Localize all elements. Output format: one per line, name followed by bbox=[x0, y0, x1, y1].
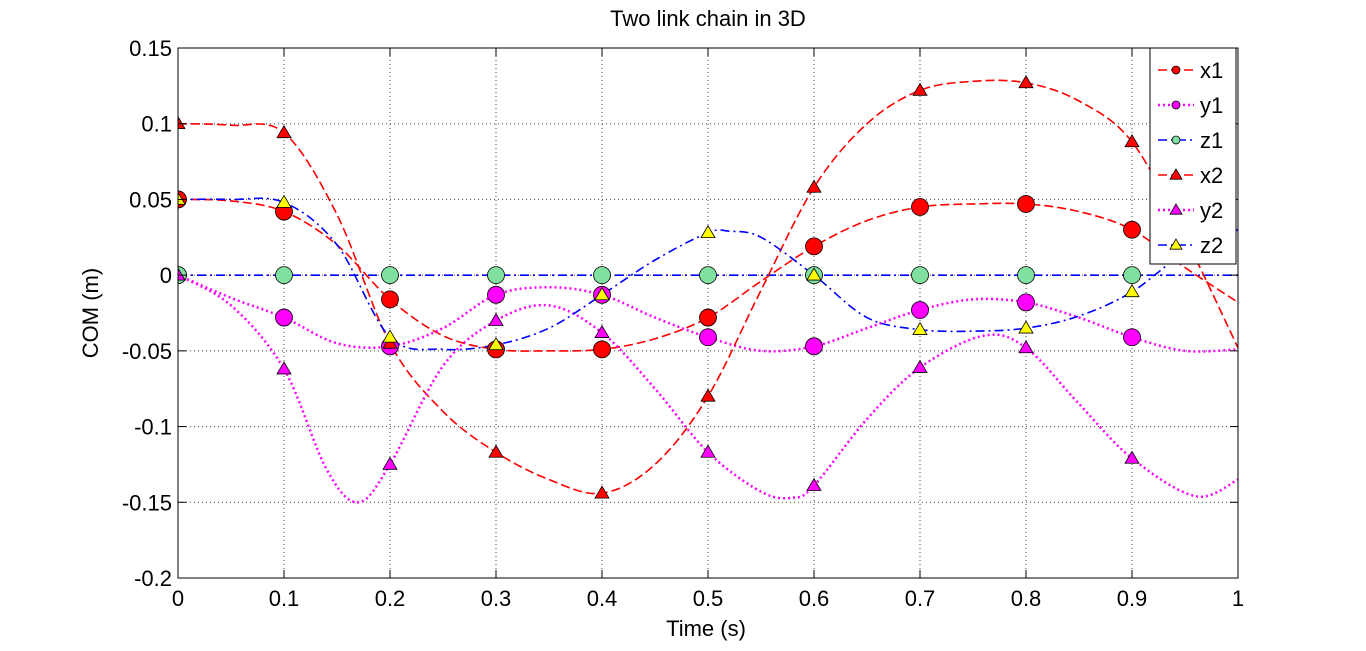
x-tick-label: 0.3 bbox=[481, 586, 512, 611]
data-point-z2 bbox=[1018, 320, 1034, 334]
x-tick-label: 0.6 bbox=[799, 586, 830, 611]
data-point-z2 bbox=[912, 321, 928, 335]
legend-label-y1: y1 bbox=[1200, 93, 1223, 118]
data-point-x1 bbox=[805, 237, 823, 256]
data-point-y2 bbox=[178, 267, 186, 281]
data-point-x2 bbox=[488, 444, 504, 458]
tick-layer: 0 0.1 0.2 0.3 0.4 0.5 0.6 0.7 0.8 0.9 1 -0.2 -0.15 -0… bbox=[122, 36, 1244, 611]
data-point-x2 bbox=[806, 179, 822, 193]
data-point-x1 bbox=[1123, 220, 1141, 239]
data-point-z2 bbox=[488, 337, 504, 351]
data-point-z1 bbox=[593, 266, 611, 285]
legend-marker-z2 bbox=[1169, 238, 1183, 250]
y-tick-label: 0.1 bbox=[141, 112, 172, 137]
data-point-x1 bbox=[593, 340, 611, 359]
data-point-y1 bbox=[1017, 293, 1035, 312]
data-point-y2 bbox=[594, 324, 610, 338]
data-point-z1 bbox=[699, 266, 717, 285]
series-line-y2 bbox=[178, 274, 1238, 504]
data-point-y1 bbox=[1123, 328, 1141, 347]
y-tick-label: -0.05 bbox=[122, 339, 172, 364]
x-tick-label: 0.9 bbox=[1117, 586, 1148, 611]
series-line-x1 bbox=[178, 198, 1238, 352]
legend-label-x1: x1 bbox=[1200, 58, 1223, 83]
x-tick-label: 0.5 bbox=[693, 586, 724, 611]
data-point-y2 bbox=[912, 359, 928, 373]
legend-label-z2: z2 bbox=[1200, 233, 1223, 258]
data-point-z2 bbox=[1124, 284, 1140, 298]
y-tick-label: -0.1 bbox=[134, 415, 172, 440]
legend-marker-y1 bbox=[1171, 100, 1181, 110]
legend-label-x2: x2 bbox=[1200, 163, 1223, 188]
data-point-z2 bbox=[594, 287, 610, 301]
data-point-y2 bbox=[488, 312, 504, 326]
data-point-z1 bbox=[381, 266, 399, 285]
data-point-y2 bbox=[806, 477, 822, 491]
x-tick-label: 0.7 bbox=[905, 586, 936, 611]
legend-marker-y2 bbox=[1169, 203, 1183, 215]
data-point-x1 bbox=[911, 198, 929, 216]
data-point-z2 bbox=[806, 267, 822, 281]
data-point-y2 bbox=[276, 361, 292, 375]
x-tick-label: 0 bbox=[172, 586, 184, 611]
legend-marker-x1 bbox=[1171, 65, 1181, 75]
data-point-y2 bbox=[700, 444, 716, 458]
data-point-x2 bbox=[276, 125, 292, 139]
x-tick-label: 0.4 bbox=[587, 586, 618, 611]
x-tick-label: 0.2 bbox=[375, 586, 406, 611]
data-point-x2 bbox=[594, 485, 610, 499]
data-point-x1 bbox=[1017, 195, 1035, 213]
data-point-x2 bbox=[912, 82, 928, 96]
data-point-y2 bbox=[1018, 340, 1034, 354]
series-line-z2 bbox=[178, 197, 1238, 351]
legend-marker-x2 bbox=[1169, 168, 1183, 180]
data-point-z1 bbox=[911, 266, 929, 285]
y-tick-label: 0 bbox=[160, 263, 172, 288]
data-point-z1 bbox=[1123, 266, 1141, 285]
series-line-x2 bbox=[178, 79, 1238, 495]
data-point-y2 bbox=[1124, 450, 1140, 464]
data-point-x1 bbox=[699, 308, 717, 327]
data-point-y1 bbox=[275, 308, 293, 327]
data-point-x2 bbox=[700, 388, 716, 402]
data-point-y2 bbox=[382, 456, 398, 470]
data-point-y1 bbox=[911, 301, 929, 319]
data-point-y1 bbox=[699, 328, 717, 347]
data-point-z2 bbox=[276, 194, 292, 208]
data-point-y1 bbox=[805, 337, 823, 356]
legend-marker-z1 bbox=[1171, 135, 1181, 145]
data-point-z2 bbox=[700, 224, 716, 239]
data-point-x1 bbox=[381, 290, 399, 309]
data-point-x2 bbox=[1018, 75, 1034, 89]
y-tick-label: 0.05 bbox=[129, 187, 172, 212]
x-axis-label: Time (s) bbox=[666, 616, 746, 641]
y-tick-label: -0.15 bbox=[122, 490, 172, 515]
data-point-z2 bbox=[178, 191, 186, 205]
data-point-y1 bbox=[487, 285, 505, 304]
y-tick-label: 0.15 bbox=[129, 36, 172, 61]
y-tick-label: -0.2 bbox=[134, 566, 172, 591]
x-tick-label: 0.8 bbox=[1011, 586, 1042, 611]
data-point-x2 bbox=[178, 115, 186, 130]
legend-label-z1: z1 bbox=[1200, 128, 1223, 153]
x-tick-label: 1 bbox=[1232, 586, 1244, 611]
data-point-z1 bbox=[1017, 266, 1035, 285]
series-layer bbox=[178, 75, 1238, 504]
legend-box bbox=[1149, 47, 1237, 265]
x-tick-label: 0.1 bbox=[269, 586, 300, 611]
data-point-x2 bbox=[1124, 134, 1140, 148]
legend: x1 y1 z1 x2 y2 z2 bbox=[1149, 47, 1237, 265]
legend-label-y2: y2 bbox=[1200, 198, 1223, 223]
data-point-z1 bbox=[275, 266, 293, 285]
chart-title: Two link chain in 3D bbox=[610, 6, 806, 31]
data-point-z1 bbox=[487, 266, 505, 285]
data-point-z2 bbox=[382, 329, 398, 343]
y-axis-label: COM (m) bbox=[78, 268, 103, 358]
